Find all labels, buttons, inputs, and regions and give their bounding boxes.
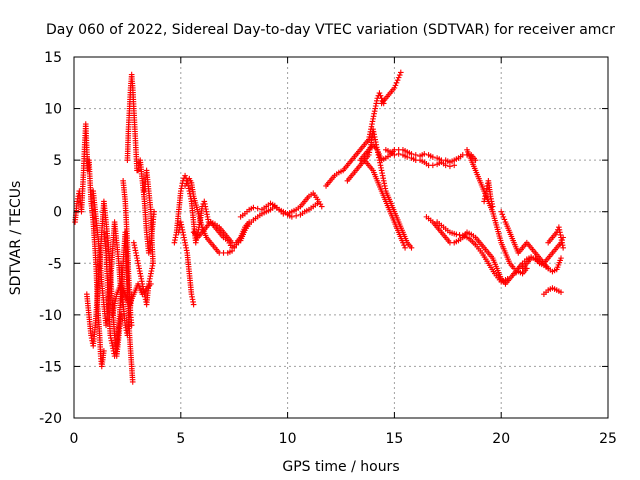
data-point bbox=[128, 322, 135, 328]
data-point-interp bbox=[501, 216, 508, 223]
data-point bbox=[293, 213, 299, 219]
y-tick-label: 15 bbox=[44, 50, 62, 66]
data-point-interp bbox=[394, 77, 401, 84]
data-point bbox=[421, 151, 428, 157]
x-tick-label: 20 bbox=[492, 431, 510, 447]
data-point bbox=[148, 281, 154, 287]
x-tick-label: 5 bbox=[176, 431, 185, 447]
data-point bbox=[500, 214, 507, 220]
data-point bbox=[558, 255, 564, 261]
data-points bbox=[72, 69, 566, 385]
y-tick-label: -20 bbox=[39, 411, 62, 427]
data-point-interp bbox=[377, 92, 384, 99]
data-point bbox=[447, 163, 453, 170]
chart-title: Day 060 of 2022, Sidereal Day-to-day VTE… bbox=[46, 22, 615, 38]
data-point bbox=[489, 203, 496, 210]
data-point bbox=[404, 154, 411, 160]
y-tick-labels: -20 -15 -10 -5 0 5 10 15 bbox=[39, 50, 62, 427]
y-tick-label: -5 bbox=[48, 256, 62, 272]
data-point bbox=[398, 69, 404, 76]
data-point bbox=[504, 275, 511, 282]
x-tick-label: 15 bbox=[385, 431, 403, 447]
data-point-interp bbox=[499, 211, 506, 218]
data-point bbox=[150, 260, 156, 267]
data-point bbox=[289, 214, 295, 220]
data-point bbox=[498, 208, 504, 215]
y-tick-label: 10 bbox=[44, 102, 62, 118]
grid-lines bbox=[74, 57, 608, 418]
data-point bbox=[395, 151, 402, 157]
data-point bbox=[402, 245, 408, 251]
data-point bbox=[101, 348, 107, 354]
data-point bbox=[430, 162, 436, 169]
x-tick-labels: 0 5 10 15 20 25 bbox=[70, 431, 617, 447]
data-point bbox=[129, 379, 136, 385]
data-point bbox=[442, 162, 449, 169]
data-point bbox=[408, 245, 415, 251]
data-point bbox=[558, 289, 564, 295]
x-axis-label: GPS time / hours bbox=[282, 459, 399, 475]
data-point bbox=[391, 152, 398, 158]
data-point bbox=[412, 152, 419, 158]
data-point bbox=[430, 154, 436, 160]
data-point bbox=[182, 172, 188, 179]
x-tick-label: 25 bbox=[599, 431, 617, 447]
data-point bbox=[395, 74, 402, 81]
data-point bbox=[524, 265, 530, 272]
x-tick-label: 0 bbox=[70, 431, 79, 447]
y-tick-label: 0 bbox=[53, 205, 62, 221]
x-tick-label: 10 bbox=[279, 431, 297, 447]
y-tick-label: -15 bbox=[39, 359, 62, 375]
y-axis-label: SDTVAR / TECUs bbox=[8, 181, 24, 296]
data-point-interp bbox=[401, 242, 407, 249]
data-point bbox=[391, 85, 398, 91]
data-point bbox=[190, 301, 197, 308]
axis-ticks bbox=[73, 56, 609, 419]
data-point bbox=[451, 162, 458, 169]
data-point bbox=[318, 203, 325, 210]
y-tick-label: -10 bbox=[39, 308, 62, 324]
data-point bbox=[376, 90, 383, 96]
data-point bbox=[560, 245, 566, 251]
data-point bbox=[128, 291, 135, 298]
data-point bbox=[393, 79, 400, 86]
plot-frame bbox=[73, 56, 609, 419]
data-point bbox=[400, 239, 406, 246]
y-tick-label: 5 bbox=[53, 153, 62, 169]
data-point bbox=[250, 204, 257, 211]
data-point bbox=[254, 205, 261, 212]
data-point-interp bbox=[396, 72, 403, 78]
data-point-interp bbox=[392, 82, 399, 89]
